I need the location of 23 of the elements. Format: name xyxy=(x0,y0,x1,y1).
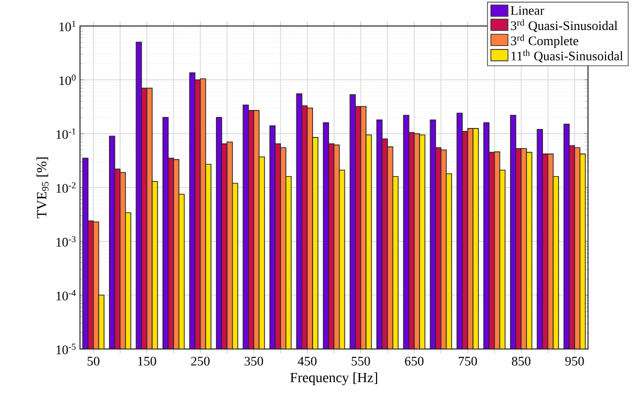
y-tick-label: 10$^{-1}$ xyxy=(56,128,76,139)
legend-label: Linear xyxy=(510,6,544,15)
y-tick-label: 10$^{-3}$ xyxy=(56,236,76,247)
x-tick-label: 250 xyxy=(191,356,210,366)
legend-label: 3$^{rd}$ Quasi-Sinusoidal xyxy=(510,19,618,32)
y-tick-label: 10$^{0}$ xyxy=(60,74,76,86)
x-tick-label: 850 xyxy=(512,356,530,366)
legend-label: 3$^{rd}$ Complete xyxy=(510,34,578,48)
x-tick-label: 350 xyxy=(244,356,264,366)
x-tick-label: 50 xyxy=(88,356,100,366)
y-tick-label: 10$^{1}$ xyxy=(60,20,76,32)
x-tick-label: 650 xyxy=(405,356,424,366)
y-tick-label: 10$^{-2}$ xyxy=(56,182,76,193)
legend-label: 11$^{th}$ Quasi-Sinusoidal xyxy=(511,50,623,62)
y-tick-label: 10$^{-4}$ xyxy=(56,290,76,300)
x-tick-label: 950 xyxy=(565,356,584,366)
y-axis-title: TVE$_{95}$ [%] xyxy=(36,158,49,218)
x-tick-label: 450 xyxy=(298,356,317,366)
y-tick-label: 10$^{-5}$ xyxy=(56,344,76,354)
x-tick-label: 750 xyxy=(458,356,477,366)
x-axis-title: Frequency [Hz] xyxy=(290,372,378,386)
x-tick-label: 550 xyxy=(352,356,370,366)
x-tick-label: 150 xyxy=(138,356,156,366)
